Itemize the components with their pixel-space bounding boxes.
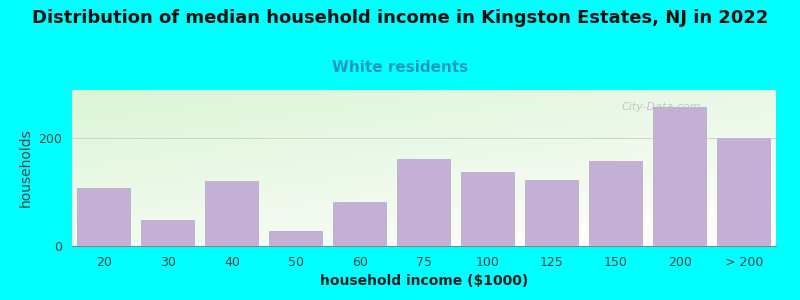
Bar <box>77 188 131 246</box>
Bar <box>717 138 771 246</box>
Bar <box>589 161 643 246</box>
X-axis label: household income ($1000): household income ($1000) <box>320 274 528 288</box>
Bar <box>397 159 451 246</box>
Bar <box>461 172 515 246</box>
Text: City-Data.com: City-Data.com <box>621 103 701 112</box>
Bar <box>525 180 579 246</box>
Text: Distribution of median household income in Kingston Estates, NJ in 2022: Distribution of median household income … <box>32 9 768 27</box>
Bar <box>653 107 707 246</box>
Y-axis label: households: households <box>19 129 33 207</box>
Bar <box>269 231 323 246</box>
Bar <box>333 202 387 246</box>
Bar <box>205 182 259 246</box>
Text: White residents: White residents <box>332 60 468 75</box>
Bar <box>141 220 195 246</box>
